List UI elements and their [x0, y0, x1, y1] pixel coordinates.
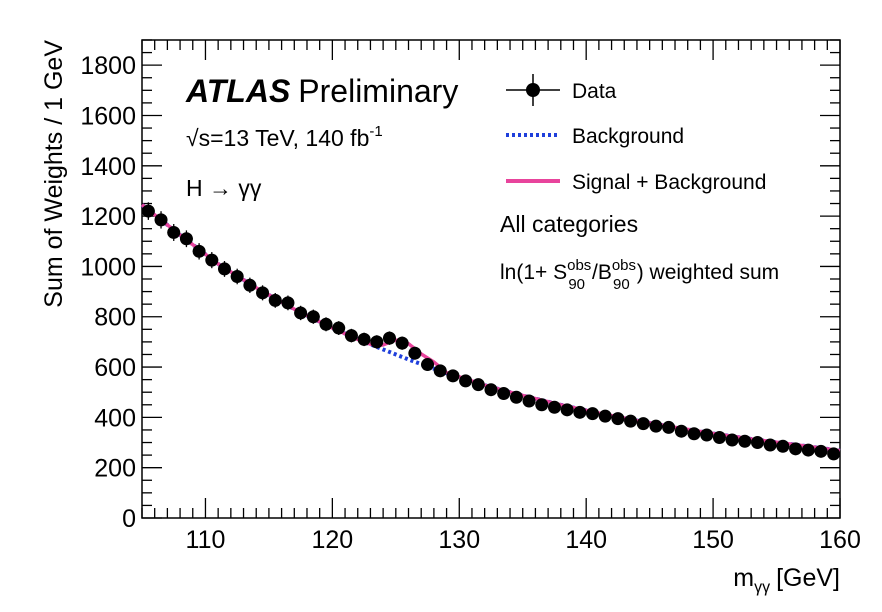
data-point: [256, 286, 270, 300]
data-point: [827, 447, 841, 461]
y-tick-label: 1600: [80, 102, 136, 130]
y-tick-label: 400: [94, 404, 136, 432]
data-point: [814, 444, 828, 458]
data-point: [687, 427, 701, 441]
data-point: [700, 428, 714, 442]
y-axis-title: Sum of Weights / 1 GeV: [40, 40, 68, 308]
data-point: [243, 278, 257, 292]
legend-label-signal-background: Signal + Background: [572, 171, 766, 194]
data-points: [141, 202, 841, 461]
data-point: [167, 225, 181, 239]
data-point: [205, 253, 219, 267]
data-point: [408, 346, 422, 360]
data-point: [268, 293, 282, 307]
data-point: [649, 419, 663, 433]
energy-lumi-label: √s=13 TeV, 140 fb-1: [186, 123, 383, 151]
data-point: [421, 358, 435, 372]
x-axis-title: mγγ [GeV]: [733, 564, 840, 596]
data-point: [624, 414, 638, 428]
data-point: [370, 335, 384, 349]
legend-label-data: Data: [572, 80, 617, 103]
x-tick-label: 120: [312, 526, 354, 554]
data-point: [192, 244, 206, 258]
legend-data-marker: [526, 83, 540, 97]
data-point: [547, 400, 561, 414]
y-tick-label: 1400: [80, 153, 136, 181]
x-tick-label: 160: [819, 526, 861, 554]
data-point: [636, 417, 650, 431]
y-tick-label: 0: [122, 505, 136, 533]
data-point: [344, 329, 358, 343]
data-point: [789, 442, 803, 456]
data-point: [535, 398, 549, 412]
data-point: [459, 374, 473, 388]
data-point: [217, 262, 231, 276]
x-tick-labels: 110 120 130 140 150 160: [186, 526, 861, 554]
data-point: [598, 409, 612, 423]
data-point: [281, 296, 295, 310]
x-tick-label: 130: [438, 526, 480, 554]
data-point: [674, 424, 688, 438]
data-point: [801, 443, 815, 457]
x-tick-label: 150: [692, 526, 734, 554]
data-point: [294, 306, 308, 320]
data-point: [484, 383, 498, 397]
data-point: [306, 310, 320, 324]
data-point: [611, 412, 625, 426]
y-tick-label: 1800: [80, 52, 136, 80]
data-point: [154, 213, 168, 227]
data-point: [509, 390, 523, 404]
x-axis-ticks: [141, 40, 841, 518]
y-tick-label: 1000: [80, 253, 136, 281]
data-point: [446, 369, 460, 383]
y-tick-label: 200: [94, 455, 136, 483]
legend-label-background: Background: [572, 125, 684, 148]
data-point: [712, 430, 726, 444]
data-point: [522, 394, 536, 408]
legend: Data Background Signal + Background: [506, 74, 766, 194]
data-point: [395, 336, 409, 350]
y-tick-labels: 0 200 400 600 800 1000 1200 1400 1600 1800: [80, 52, 136, 533]
process-label: H → γγ: [186, 175, 262, 201]
data-point: [357, 332, 371, 346]
data-point: [179, 232, 193, 246]
y-tick-label: 600: [94, 354, 136, 382]
data-point: [751, 436, 765, 450]
data-point: [586, 407, 600, 421]
data-point: [433, 364, 447, 378]
weighting-label: ln(1+ Sobs 90/Bobs 90) weighted sum: [500, 257, 779, 293]
data-point: [573, 405, 587, 419]
y-axis-ticks: [142, 39, 840, 519]
data-point: [497, 386, 511, 400]
data-point: [332, 321, 346, 335]
atlas-label: ATLAS Preliminary: [185, 73, 458, 109]
data-point: [560, 403, 574, 417]
data-point: [662, 420, 676, 434]
categories-label: All categories: [500, 211, 638, 237]
y-tick-label: 800: [94, 304, 136, 332]
data-point: [763, 438, 777, 452]
x-tick-label: 140: [565, 526, 607, 554]
data-point: [471, 378, 485, 392]
data-point: [319, 317, 333, 331]
y-tick-label: 1200: [80, 203, 136, 231]
data-point: [725, 433, 739, 447]
data-point: [382, 331, 396, 345]
data-point: [776, 439, 790, 453]
data-point: [141, 204, 155, 218]
x-tick-label: 110: [186, 526, 226, 554]
data-point: [230, 269, 244, 283]
data-point: [738, 434, 752, 448]
